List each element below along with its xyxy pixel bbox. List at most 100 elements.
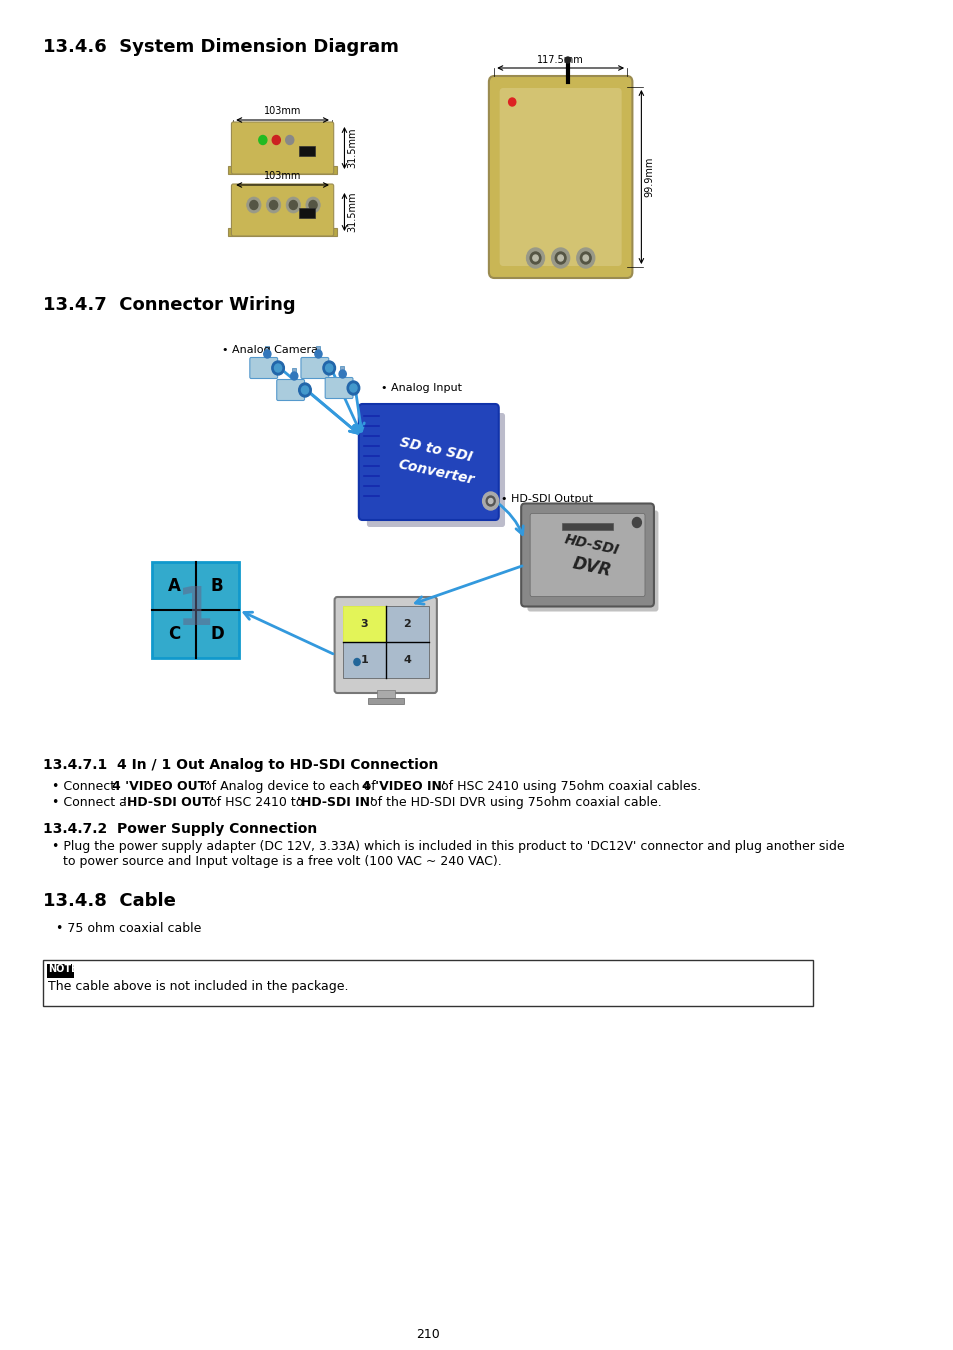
Bar [315, 346, 320, 358]
Bar [342, 606, 385, 643]
FancyBboxPatch shape [358, 404, 498, 520]
FancyBboxPatch shape [520, 504, 653, 606]
Text: 1: 1 [177, 585, 213, 636]
FancyBboxPatch shape [232, 184, 334, 236]
FancyBboxPatch shape [300, 358, 329, 378]
Circle shape [285, 135, 294, 144]
Text: of the HD-SDI DVR using 75ohm coaxial cable.: of the HD-SDI DVR using 75ohm coaxial ca… [365, 796, 660, 809]
Text: 13.4.7  Connector Wiring: 13.4.7 Connector Wiring [43, 296, 295, 315]
Text: • Analog Camera: • Analog Camera [222, 346, 318, 355]
Text: • Connect: • Connect [52, 780, 119, 792]
Circle shape [298, 383, 311, 397]
Text: of HSC 2410 to: of HSC 2410 to [205, 796, 307, 809]
FancyBboxPatch shape [367, 413, 504, 526]
Circle shape [555, 252, 565, 265]
Circle shape [325, 364, 333, 373]
FancyBboxPatch shape [488, 76, 632, 278]
Bar [152, 562, 238, 657]
Text: to power source and Input voltage is a free volt (100 VAC ~ 240 VAC).: to power source and Input voltage is a f… [63, 855, 501, 868]
Text: 13.4.7.2  Power Supply Connection: 13.4.7.2 Power Supply Connection [43, 822, 317, 836]
Circle shape [289, 201, 297, 209]
Circle shape [258, 135, 267, 144]
Bar [376, 690, 395, 698]
Text: of HSC 2410 using 75ohm coaxial cables.: of HSC 2410 using 75ohm coaxial cables. [436, 780, 700, 792]
Circle shape [338, 370, 346, 378]
FancyBboxPatch shape [250, 358, 277, 378]
Circle shape [530, 252, 540, 265]
Circle shape [582, 255, 588, 261]
Text: 99.9mm: 99.9mm [643, 157, 654, 197]
Bar [562, 522, 612, 529]
Circle shape [301, 386, 308, 394]
Circle shape [533, 255, 537, 261]
Text: 1: 1 [360, 655, 368, 666]
Text: C: C [168, 625, 180, 643]
FancyBboxPatch shape [499, 88, 621, 266]
Text: 103mm: 103mm [264, 171, 301, 181]
Text: 4: 4 [403, 655, 411, 666]
Circle shape [564, 57, 570, 63]
Circle shape [558, 255, 563, 261]
Bar [298, 208, 314, 217]
Text: • Plug the power supply adapter (DC 12V, 3.33A) which is included in this produc: • Plug the power supply adapter (DC 12V,… [52, 840, 843, 853]
Text: 'HD-SDI IN': 'HD-SDI IN' [296, 796, 374, 809]
Text: • HD-SDI Output: • HD-SDI Output [501, 494, 593, 504]
Text: • Connect a: • Connect a [52, 796, 131, 809]
Bar [298, 146, 314, 157]
Text: • 75 ohm coaxial cable: • 75 ohm coaxial cable [55, 922, 201, 936]
Circle shape [272, 135, 280, 144]
Circle shape [526, 248, 544, 269]
Circle shape [270, 201, 277, 209]
FancyBboxPatch shape [276, 379, 304, 401]
Circle shape [488, 498, 493, 504]
Circle shape [309, 201, 316, 209]
Bar [47, 964, 73, 977]
Text: B: B [211, 576, 223, 595]
Circle shape [577, 248, 594, 269]
Text: 31.5mm: 31.5mm [347, 192, 356, 232]
Text: HD-SDI: HD-SDI [562, 532, 620, 558]
Text: 31.5mm: 31.5mm [347, 128, 356, 169]
Text: 2: 2 [403, 620, 411, 629]
FancyBboxPatch shape [325, 378, 353, 398]
Text: NOTE: NOTE [49, 964, 78, 973]
Circle shape [250, 201, 257, 209]
Circle shape [306, 197, 320, 213]
Bar [342, 606, 428, 678]
Text: 103mm: 103mm [264, 107, 301, 116]
Text: 13.4.6  System Dimension Diagram: 13.4.6 System Dimension Diagram [43, 38, 398, 55]
Text: A: A [168, 576, 180, 595]
Circle shape [354, 659, 360, 666]
FancyBboxPatch shape [335, 597, 436, 693]
Text: 4 'VIDEO IN': 4 'VIDEO IN' [361, 780, 445, 792]
Circle shape [263, 350, 271, 358]
Bar [264, 346, 269, 358]
Circle shape [579, 252, 591, 265]
Text: Converter: Converter [396, 458, 475, 487]
Text: D: D [210, 625, 224, 643]
Bar [339, 366, 344, 378]
Text: • Analog Input: • Analog Input [381, 383, 462, 393]
Circle shape [286, 197, 300, 213]
Text: 13.4.8  Cable: 13.4.8 Cable [43, 892, 175, 910]
Circle shape [482, 491, 498, 510]
Circle shape [272, 360, 284, 375]
Bar [368, 698, 403, 703]
Bar [43, 960, 812, 1006]
Circle shape [323, 360, 335, 375]
Text: 3: 3 [360, 620, 368, 629]
FancyBboxPatch shape [530, 513, 644, 597]
Bar [292, 369, 295, 379]
Circle shape [274, 364, 281, 373]
Text: 117.5mm: 117.5mm [537, 55, 583, 65]
Circle shape [247, 197, 261, 213]
Text: 'HD-SDI OUT': 'HD-SDI OUT' [123, 796, 213, 809]
Text: SD to SDI: SD to SDI [398, 436, 473, 464]
Circle shape [347, 381, 359, 396]
Bar [228, 228, 337, 236]
Circle shape [314, 350, 322, 358]
Text: 210: 210 [416, 1328, 439, 1341]
Text: 4 'VIDEO OUT': 4 'VIDEO OUT' [112, 780, 211, 792]
FancyBboxPatch shape [232, 122, 334, 174]
Circle shape [291, 373, 297, 379]
